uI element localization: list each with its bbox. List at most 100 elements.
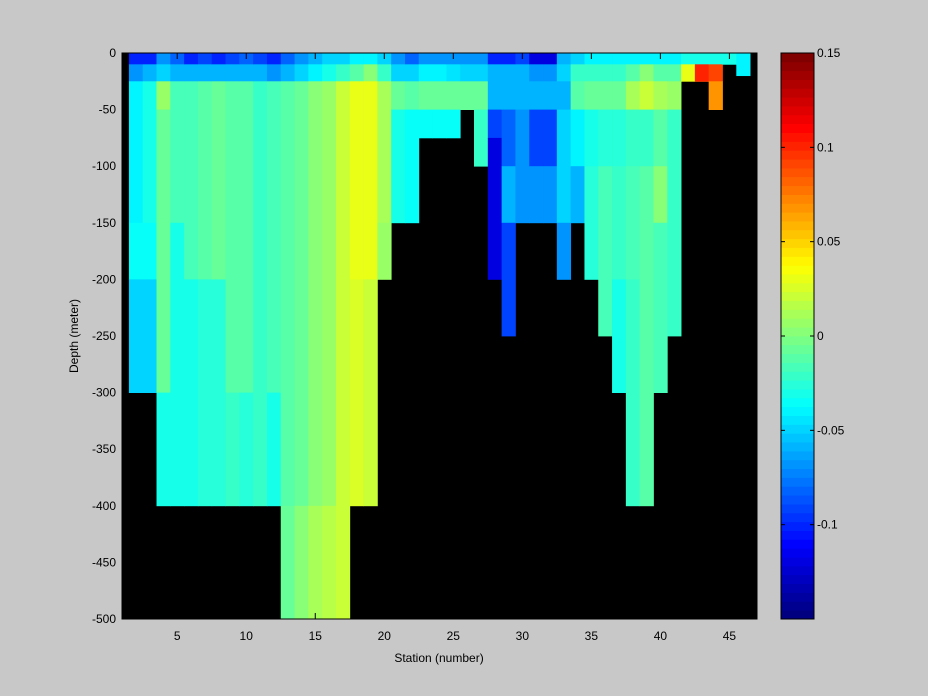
colorbar-swatch — [781, 565, 814, 576]
colorbar-swatch — [781, 574, 814, 585]
heatmap-cell — [708, 64, 723, 82]
x-tick-label: 40 — [654, 629, 668, 643]
colorbar-swatch — [781, 601, 814, 611]
colorbar-swatch — [781, 380, 814, 390]
heatmap-cell — [280, 81, 295, 507]
heatmap-cell — [446, 64, 461, 82]
heatmap-cell — [639, 53, 654, 65]
colorbar-swatch — [781, 592, 814, 602]
heatmap-cell — [667, 109, 682, 337]
heatmap-cell — [349, 279, 364, 507]
heatmap-cell — [653, 81, 668, 110]
colorbar-swatch — [781, 150, 814, 160]
heatmap-cell — [239, 81, 254, 394]
heatmap-cell — [529, 53, 544, 65]
heatmap-cell — [708, 81, 723, 110]
heatmap-cell — [681, 53, 696, 65]
heatmap-cell — [363, 53, 378, 65]
heatmap-cell — [363, 81, 378, 280]
heatmap-cell — [487, 53, 503, 65]
heatmap-cell — [708, 53, 723, 65]
heatmap-cell — [598, 81, 613, 110]
heatmap-cell — [570, 53, 585, 65]
colorbar-swatches — [781, 53, 814, 620]
heatmap-cell — [612, 53, 627, 65]
heatmap-cell — [197, 81, 213, 280]
x-tick-label: 45 — [723, 629, 737, 643]
heatmap-cell — [584, 81, 599, 110]
heatmap-cell — [308, 81, 323, 507]
colorbar-swatch — [781, 194, 814, 204]
colorbar-swatch — [781, 123, 814, 133]
heatmap-cell — [432, 53, 447, 65]
heatmap-cell — [170, 64, 185, 82]
heatmap-cell — [487, 137, 503, 280]
heatmap-cell — [322, 81, 337, 507]
colorbar-swatch — [781, 282, 814, 293]
colorbar-swatch — [781, 203, 814, 213]
heatmap-cell — [639, 81, 654, 110]
heatmap-cell — [404, 81, 420, 110]
heatmap-cell — [335, 505, 351, 620]
heatmap-cell — [308, 64, 323, 82]
heatmap-cell — [322, 505, 337, 620]
y-axis: 0 -50 -100 -150 -200 -250 -300 -350 -400 -450 -500 — [92, 46, 757, 626]
heatmap-cell — [639, 166, 654, 280]
colorbar-swatch — [781, 247, 814, 257]
heatmap-cell — [128, 64, 144, 82]
heatmap-cell — [377, 222, 392, 280]
colorbar-swatch — [781, 159, 814, 169]
heatmap-cell — [266, 53, 282, 65]
heatmap-cell — [487, 81, 503, 110]
heatmap-cell — [418, 64, 433, 82]
heatmap-cell — [556, 109, 572, 224]
heatmap-cell — [294, 64, 309, 82]
heatmap-cell — [184, 53, 199, 65]
colorbar-swatch — [781, 583, 814, 593]
heatmap-cell — [404, 53, 420, 65]
heatmap-cell — [170, 222, 185, 507]
colorbar-swatch — [781, 557, 814, 567]
heatmap-cell — [239, 392, 254, 507]
x-tick-label: 10 — [240, 629, 254, 643]
colorbar-swatch — [781, 212, 814, 222]
heatmap-cell — [570, 81, 585, 110]
heatmap-cell — [418, 53, 433, 65]
colorbar-swatch — [781, 548, 814, 558]
heatmap-cell — [501, 166, 516, 224]
heatmap-cell — [156, 109, 171, 393]
heatmap-cell — [211, 64, 226, 82]
heatmap-cell — [253, 392, 268, 507]
heatmap-cell — [460, 64, 475, 82]
y-tick-label: -50 — [99, 103, 117, 117]
heatmap-cell — [639, 279, 654, 507]
heatmap-cell — [501, 222, 516, 337]
colorbar-swatch — [781, 371, 814, 381]
heatmap-cell — [280, 505, 295, 620]
heatmap-cell — [294, 505, 309, 620]
heatmap-cell — [335, 81, 351, 507]
heatmap-cell — [322, 64, 337, 82]
heatmap-cell — [184, 279, 199, 507]
colorbar-swatch — [781, 238, 814, 248]
heatmap-cell — [474, 53, 489, 65]
heatmap-cell — [432, 81, 447, 110]
colorbar-swatch — [781, 521, 814, 531]
heatmap-cell — [197, 279, 213, 507]
heatmap-cell — [570, 109, 585, 167]
heatmap-cell — [653, 64, 668, 82]
heatmap-cell — [128, 53, 144, 65]
heatmap-cell — [667, 53, 682, 65]
heatmap-cell — [584, 109, 599, 167]
colorbar-swatch — [781, 79, 814, 89]
heatmap-cell — [377, 64, 392, 82]
heatmap-cell — [404, 64, 420, 82]
heatmap-cell — [266, 64, 282, 82]
colorbar-ticks: 0.15 0.1 0.05 0 -0.05 -0.1 — [781, 46, 845, 532]
heatmap-cell — [239, 64, 254, 82]
heatmap-cell — [225, 53, 240, 65]
colorbar-swatch — [781, 530, 814, 540]
heatmap-cell — [460, 53, 475, 65]
heatmap-cell — [225, 64, 240, 82]
heatmap-cell — [225, 392, 240, 507]
